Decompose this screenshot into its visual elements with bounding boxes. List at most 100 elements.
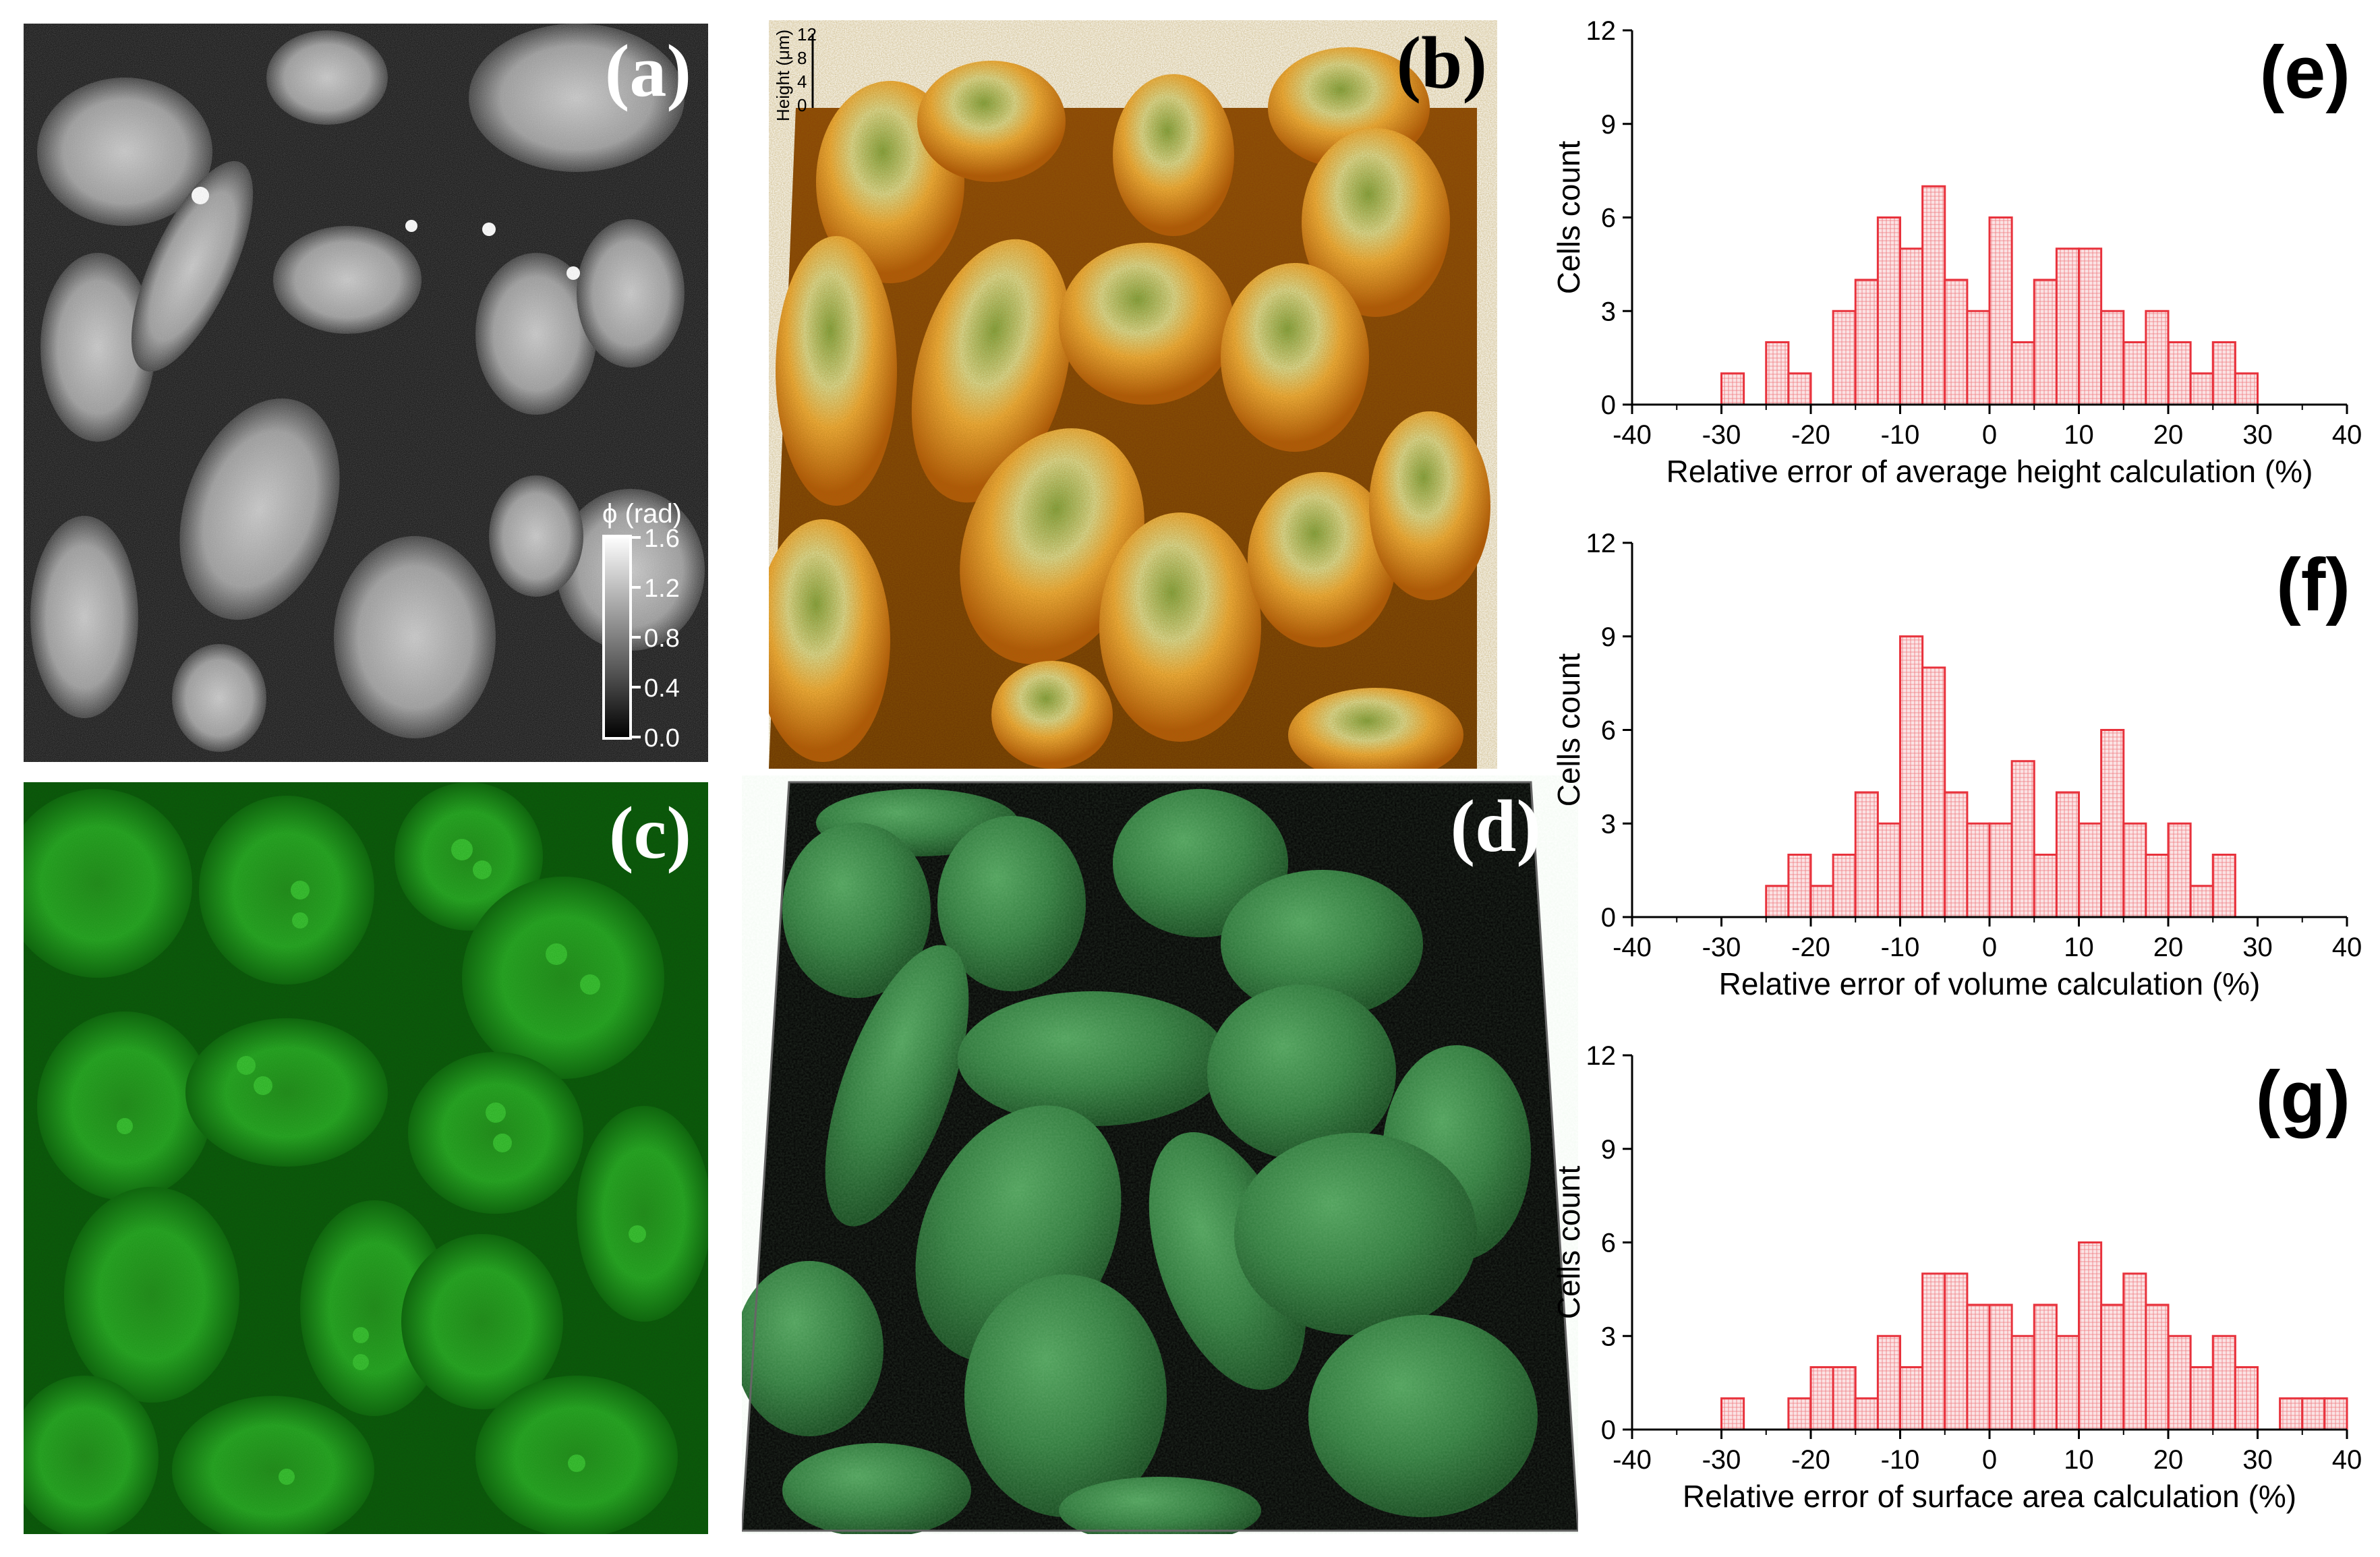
- histogram-bar: [1966, 822, 1991, 918]
- histogram-bar: [2122, 822, 2147, 918]
- colorbar-tick: 0.4: [644, 674, 680, 703]
- x-tick-label: -30: [1702, 933, 1741, 962]
- x-tick-label: 10: [2064, 933, 2094, 962]
- panel-label: (g): [2256, 1056, 2350, 1139]
- histogram-bar: [2211, 1334, 2236, 1431]
- height-tick: 8: [797, 48, 807, 68]
- histogram-bar: [1944, 791, 1969, 918]
- histogram-bar: [1876, 822, 1901, 918]
- x-tick-label: 20: [2153, 933, 2184, 962]
- histogram-bar: [1854, 278, 1879, 406]
- histogram-bar: [2010, 341, 2035, 406]
- y-tick-label: 3: [1601, 297, 1616, 326]
- histogram-bar: [2010, 1334, 2035, 1431]
- histogram-bar: [1921, 1272, 1946, 1431]
- y-tick-label: 0: [1601, 390, 1616, 420]
- histogram-bar: [1765, 885, 1790, 918]
- histogram-bar: [2122, 1272, 2147, 1431]
- height-tick: 4: [797, 71, 807, 92]
- histogram-bar: [2167, 341, 2192, 406]
- x-axis-label: Relative error of volume calculation (%): [1719, 966, 2261, 1001]
- colorbar-tick: 1.2: [644, 575, 680, 603]
- histogram-bar: [2145, 854, 2170, 918]
- histogram-bar: [2033, 854, 2058, 918]
- y-tick-label: 12: [1586, 529, 1617, 558]
- histogram-bar: [2033, 1303, 2058, 1431]
- histogram-bar: [1876, 1334, 1901, 1431]
- histogram-bar: [2122, 341, 2147, 406]
- histogram-bar: [1899, 247, 1924, 406]
- y-axis-label: Cells count: [1551, 653, 1586, 807]
- histogram-bar: [2100, 310, 2125, 406]
- histogram-bar: [1944, 1272, 1969, 1431]
- x-tick-label: 20: [2153, 420, 2184, 450]
- x-axis-label: Relative error of average height calcula…: [1666, 454, 2313, 489]
- y-tick-label: 6: [1601, 716, 1616, 746]
- histogram-bar: [1832, 310, 1857, 406]
- histogram-bar: [1876, 216, 1901, 406]
- histogram-bar: [2234, 1366, 2259, 1431]
- histogram-bar: [2189, 1366, 2214, 1431]
- x-tick-label: 40: [2332, 933, 2362, 962]
- x-tick-label: 40: [2332, 1445, 2362, 1475]
- histogram-bar: [2010, 760, 2035, 918]
- y-tick-label: 6: [1601, 204, 1616, 233]
- histogram-bar: [1832, 1366, 1857, 1431]
- y-tick-label: 9: [1601, 110, 1616, 140]
- x-tick-label: 0: [1982, 933, 1997, 962]
- histogram-bar: [2078, 822, 2103, 918]
- histogram-bar: [1899, 635, 1924, 918]
- height-axis: 12 8 4 0 Height (μm): [773, 24, 817, 121]
- histogram-bar: [1966, 1303, 1991, 1431]
- fluorescence-cells: [24, 782, 708, 1534]
- height-axis-title: Height (μm): [773, 30, 793, 121]
- x-tick-label: 0: [1982, 420, 1997, 450]
- panel-d-3d-rendering: (d): [742, 775, 1578, 1534]
- height-tick: 12: [797, 24, 817, 45]
- x-tick-label: 0: [1982, 1445, 1997, 1475]
- y-tick-label: 0: [1601, 1415, 1616, 1445]
- histogram-bar: [1720, 1397, 1745, 1431]
- x-tick-label: -20: [1791, 420, 1830, 450]
- histogram-bar: [1921, 666, 1946, 918]
- histogram-bar: [2167, 1334, 2192, 1431]
- histogram-bar: [2145, 310, 2170, 406]
- histogram-bar: [1854, 1397, 1879, 1431]
- y-tick-label: 9: [1601, 1135, 1616, 1165]
- height-map-3d: 12 8 4 0 Height (μm): [769, 20, 1497, 769]
- histogram-bar: [2100, 729, 2125, 918]
- panel-label: (e): [2260, 31, 2350, 114]
- x-axis-label: Relative error of surface area calculati…: [1683, 1479, 2296, 1514]
- x-tick-label: 10: [2064, 420, 2094, 450]
- x-tick-label: -40: [1613, 420, 1652, 450]
- colorbar-tick: 1.6: [644, 525, 680, 553]
- panel-label: (f): [2276, 544, 2350, 626]
- x-tick-label: -10: [1881, 933, 1920, 962]
- histogram-bar: [1988, 1303, 2013, 1431]
- histogram-bar: [1809, 1366, 1834, 1431]
- panel-b-height-map: 12 8 4 0 Height (μm) (b): [769, 20, 1497, 769]
- histogram-bar: [1720, 372, 1745, 406]
- panel-c-fluorescence-image: (c): [24, 782, 708, 1534]
- histogram-bar: [2189, 885, 2214, 918]
- histogram-bar: [1854, 791, 1879, 918]
- y-tick-label: 9: [1601, 622, 1616, 652]
- y-tick-label: 3: [1601, 1322, 1616, 1351]
- height-tick: 0: [797, 95, 807, 115]
- panel-label: (a): [604, 30, 691, 112]
- histogram-bar: [2145, 1303, 2170, 1431]
- colorbar-tick: 0.8: [644, 624, 680, 653]
- histogram-bar: [1765, 341, 1790, 406]
- histogram-bar: [2055, 1334, 2080, 1431]
- histogram-g: -40 -30 -20 -10 0 10 20 30 40 0 3 6 9 12 Relative erro…: [1544, 1025, 2380, 1551]
- x-tick-label: 30: [2242, 420, 2273, 450]
- x-tick-label: 40: [2332, 420, 2362, 450]
- x-tick-label: 20: [2153, 1445, 2184, 1475]
- x-tick-label: -30: [1702, 1445, 1741, 1475]
- x-tick-label: -10: [1881, 1445, 1920, 1475]
- histogram-bar: [2167, 822, 2192, 918]
- histogram-bar: [1899, 1366, 1924, 1431]
- histogram-bar: [1787, 854, 1812, 918]
- histogram-bar: [1988, 822, 2013, 918]
- x-tick-label: -40: [1613, 1445, 1652, 1475]
